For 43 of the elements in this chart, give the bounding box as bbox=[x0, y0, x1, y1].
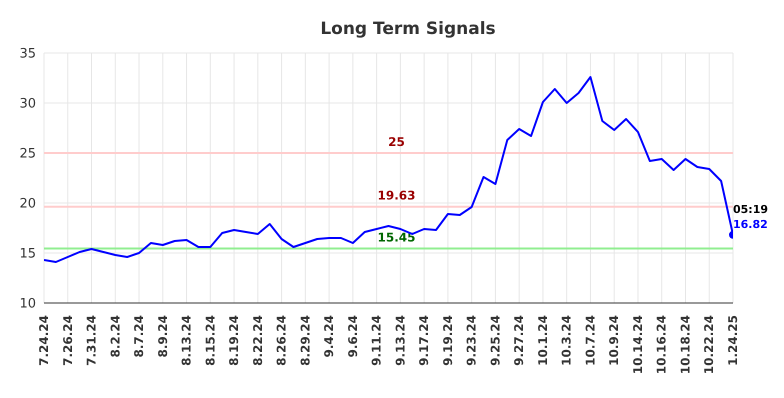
x-tick-label: 8.29.24 bbox=[298, 315, 312, 366]
x-tick-label: 10.22.24 bbox=[702, 315, 716, 374]
x-tick-label: 8.13.24 bbox=[180, 315, 194, 366]
ref-line-label: 15.45 bbox=[378, 230, 416, 244]
x-tick-label: 8.22.24 bbox=[250, 315, 265, 366]
x-tick-label: 9.17.24 bbox=[417, 315, 432, 366]
x-tick-label: 9.13.24 bbox=[393, 315, 408, 366]
ref-line-label: 19.63 bbox=[378, 188, 416, 203]
x-tick-label: 10.7.24 bbox=[583, 315, 598, 366]
x-tick-label: 8.2.24 bbox=[108, 315, 122, 358]
x-tick-label: 8.19.24 bbox=[227, 315, 242, 366]
line-series bbox=[44, 76, 733, 263]
annotation: 16.82 bbox=[733, 218, 768, 231]
x-tick-label: 7.24.24 bbox=[37, 315, 51, 366]
x-tick-label: 10.1.24 bbox=[536, 315, 550, 366]
x-tick-label: 8.26.24 bbox=[274, 315, 289, 366]
y-tick-label: 35 bbox=[19, 46, 36, 62]
x-tick-label: 10.3.24 bbox=[560, 315, 574, 366]
x-tick-label: 8.9.24 bbox=[156, 315, 170, 358]
x-tick-label: 9.6.24 bbox=[346, 315, 360, 358]
ref-line-label: 25 bbox=[388, 135, 405, 149]
y-tick-label: 30 bbox=[19, 96, 36, 112]
x-tick-label: 9.25.24 bbox=[488, 315, 502, 366]
y-tick-label: 25 bbox=[19, 146, 36, 162]
annotation: 05:19 bbox=[733, 202, 768, 216]
x-tick-label: 8.7.24 bbox=[132, 315, 146, 358]
y-tick-label: 15 bbox=[19, 246, 36, 262]
y-tick-label: 10 bbox=[19, 296, 36, 312]
y-tick-label: 20 bbox=[19, 196, 36, 212]
x-tick-label: 7.26.24 bbox=[60, 315, 75, 366]
x-tick-label: 9.27.24 bbox=[512, 315, 526, 366]
x-tick-label: 10.14.24 bbox=[630, 315, 645, 374]
x-tick-label: 10.9.24 bbox=[607, 315, 622, 366]
x-tick-label: 10.16.24 bbox=[654, 315, 669, 374]
chart-title: Long Term Signals bbox=[320, 19, 496, 39]
x-tick-label: 8.15.24 bbox=[203, 315, 218, 366]
x-tick-label: 10.18.24 bbox=[678, 315, 692, 374]
x-tick-label: 1.24.25 bbox=[726, 315, 740, 366]
x-tick-label: 9.19.24 bbox=[440, 315, 455, 366]
x-tick-label: 7.31.24 bbox=[84, 315, 99, 366]
x-tick-label: 9.23.24 bbox=[464, 315, 479, 366]
x-tick-label: 9.11.24 bbox=[370, 315, 384, 366]
x-tick-label: 9.4.24 bbox=[322, 315, 336, 358]
